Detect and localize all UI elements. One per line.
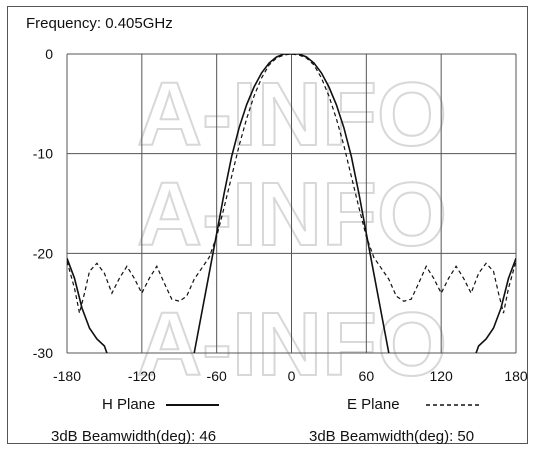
chart-frame	[7, 6, 528, 444]
x-tick-label: -60	[207, 368, 227, 384]
frequency-label: Frequency: 0.405GHz	[26, 15, 173, 32]
x-tick-label: -120	[128, 368, 156, 384]
tick-labels: 0 -10 -20 -30-180 -120 -60 0 60 120 180	[33, 46, 528, 384]
series-line-e-plane	[67, 54, 516, 314]
x-tick-label: 180	[504, 368, 528, 384]
legend-h-plane-label: H Plane	[102, 396, 156, 413]
x-tick-label: -180	[53, 368, 81, 384]
h-plane-beamwidth: 3dB Beamwidth(deg): 46	[51, 428, 217, 445]
legend-e-plane-label: E Plane	[347, 396, 400, 413]
x-tick-label: 60	[359, 368, 375, 384]
x-tick-label: 120	[429, 368, 453, 384]
y-tick-label: -10	[33, 146, 53, 162]
e-plane-beamwidth: 3dB Beamwidth(deg): 50	[309, 428, 475, 445]
y-tick-label: 0	[45, 46, 53, 62]
y-tick-label: -30	[33, 345, 53, 361]
x-tick-label: 0	[288, 368, 296, 384]
grid	[66, 53, 517, 354]
series-group	[67, 54, 516, 353]
y-tick-label: -20	[33, 245, 53, 261]
